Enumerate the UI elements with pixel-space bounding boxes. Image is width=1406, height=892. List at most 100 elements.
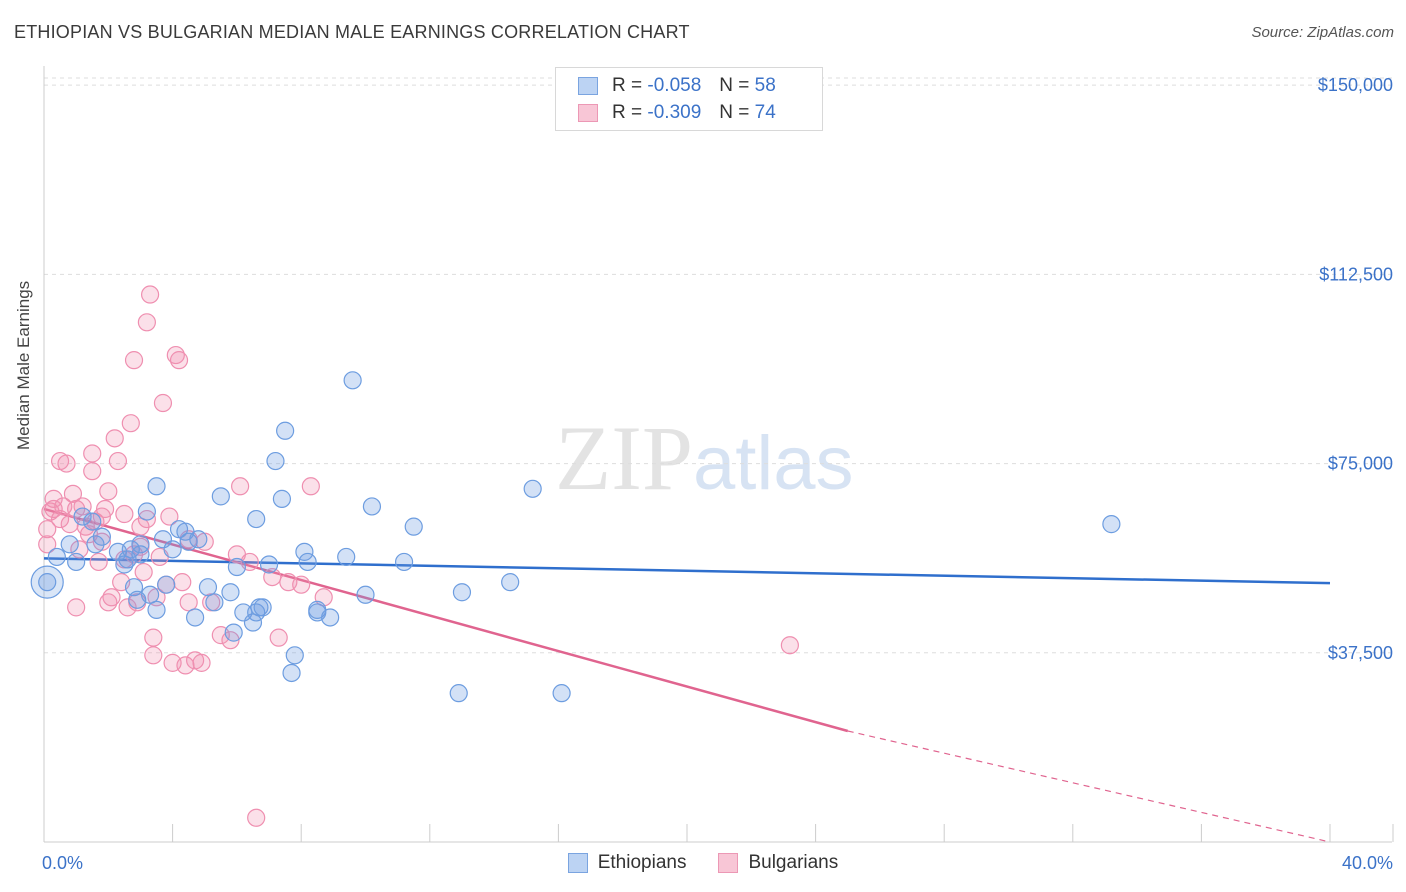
ethiopians-point <box>259 555 279 574</box>
bulgarians-point <box>134 562 153 582</box>
ethiopians-point <box>523 479 542 498</box>
watermark-zip: ZIP <box>555 407 693 509</box>
bulgarians-point <box>231 477 250 496</box>
ethiopians-point <box>47 547 66 567</box>
bulgarians-point <box>118 598 137 617</box>
bulgarians-point <box>95 499 115 519</box>
bulgarians-point <box>166 345 185 365</box>
bulgarians-legend-label: Bulgarians <box>748 852 839 873</box>
ethiopians-point <box>404 517 423 536</box>
y-tick-label: $37,500 <box>1328 643 1393 663</box>
bulgarians-point <box>192 653 211 672</box>
ethiopians-point <box>157 575 176 594</box>
y-tick-label: $150,000 <box>1318 75 1393 95</box>
source-label: Source: ZipAtlas.com <box>1251 24 1394 41</box>
ethiopians-point <box>205 593 224 612</box>
ethiopians-point <box>253 598 272 617</box>
bulgarians-point <box>144 628 163 647</box>
ethiopians-point <box>224 623 243 642</box>
y-tick-label: $112,500 <box>1319 264 1393 284</box>
ethiopians-point <box>272 489 292 508</box>
bulgarians-point <box>269 628 288 647</box>
legend-n-value-2: 74 <box>754 102 776 123</box>
ethiopians-point <box>452 583 472 602</box>
bulgarians-trend-extension <box>847 730 1331 843</box>
bulgarians-point <box>108 451 128 471</box>
legend-r-value-2: -0.309 <box>647 102 702 123</box>
bulgarians-point <box>137 313 156 332</box>
bulgarians-point <box>131 517 150 536</box>
ethiopians-point <box>60 535 79 554</box>
ethiopians-swatch <box>578 77 598 95</box>
legend-item-ethiopians[interactable]: Ethiopians <box>567 852 687 874</box>
bulgarians-point <box>780 636 799 655</box>
legend-r-label-1: R = <box>612 75 643 96</box>
ethiopians-legend-label: Ethiopians <box>597 852 687 873</box>
bulgarians-point <box>99 593 118 612</box>
ethiopians-point <box>295 542 314 561</box>
bulgarians-point <box>153 393 173 413</box>
data-points <box>30 285 1121 827</box>
ethiopians-point <box>362 497 382 516</box>
ethiopians-point <box>298 552 317 572</box>
ethiopians-point <box>243 613 263 632</box>
bulgarians-point <box>38 535 57 554</box>
ethiopians-point <box>211 487 230 506</box>
bulgarians-swatch <box>578 104 598 122</box>
series-legend: Ethiopians Bulgarians <box>0 852 1406 874</box>
bulgarians-point <box>89 552 108 572</box>
ethiopians-point <box>38 573 57 592</box>
ethiopians-legend-swatch <box>567 853 588 873</box>
bulgarians-point <box>301 477 320 496</box>
ethiopians-point <box>121 540 140 559</box>
ethiopians-point <box>343 371 362 390</box>
bulgarians-point <box>57 454 76 473</box>
bulgarians-point <box>121 414 140 433</box>
legend-row-bulgarians: R = -0.309 N = 74 <box>578 102 776 124</box>
bulgarians-legend-swatch <box>718 853 739 873</box>
bulgarians-point <box>173 573 192 592</box>
ethiopians-point <box>285 646 304 665</box>
ethiopians-point <box>198 578 218 597</box>
legend-n-label-2: N = <box>719 102 750 123</box>
bulgarians-point <box>169 351 189 370</box>
ethiopians-point <box>131 535 150 554</box>
bulgarians-point <box>99 482 118 501</box>
ethiopians-point <box>282 663 301 683</box>
y-tick-label: $75,000 <box>1328 454 1393 474</box>
ethiopians-point <box>73 507 92 526</box>
bulgarians-point <box>115 504 134 524</box>
tick-labels: $37,500 $75,000 $112,500 $150,000 0.0% 40.0% <box>42 75 1393 873</box>
stats-legend: R = -0.058 N = 58 R = -0.309 N = 74 <box>555 67 823 131</box>
ethiopians-point <box>163 540 182 559</box>
legend-n-value-1: 58 <box>754 75 776 96</box>
ethiopians-point <box>321 608 340 627</box>
ethiopians-point <box>276 421 295 440</box>
bulgarians-point <box>292 575 311 594</box>
ethiopians-point <box>86 535 105 554</box>
ethiopians-point <box>227 557 246 577</box>
ethiopians-point-large <box>30 565 64 599</box>
legend-item-bulgarians[interactable]: Bulgarians <box>718 852 838 874</box>
ethiopians-point <box>189 530 208 549</box>
ethiopians-point <box>92 527 111 546</box>
bulgarians-point <box>83 444 102 463</box>
ethiopians-point <box>83 512 102 531</box>
ethiopians-point <box>147 600 166 619</box>
ethiopians-point <box>394 552 414 572</box>
ethiopians-point <box>186 608 205 627</box>
ethiopians-point <box>247 509 266 529</box>
ethiopians-point <box>67 552 86 572</box>
bulgarians-point <box>124 351 144 370</box>
legend-row-ethiopians: R = -0.058 N = 58 <box>578 75 776 97</box>
bulgarians-point <box>83 462 102 481</box>
ethiopians-point <box>140 585 160 604</box>
ethiopians-point <box>337 547 356 567</box>
ethiopians-point <box>131 545 150 564</box>
ethiopians-point <box>137 502 156 521</box>
chart-title: ETHIOPIAN VS BULGARIAN MEDIAN MALE EARNI… <box>14 22 690 42</box>
bulgarians-point <box>179 593 198 612</box>
x-tick-label-min: 0.0% <box>42 853 83 873</box>
legend-r-value-1: -0.058 <box>647 75 702 96</box>
bulgarians-point <box>247 808 266 827</box>
